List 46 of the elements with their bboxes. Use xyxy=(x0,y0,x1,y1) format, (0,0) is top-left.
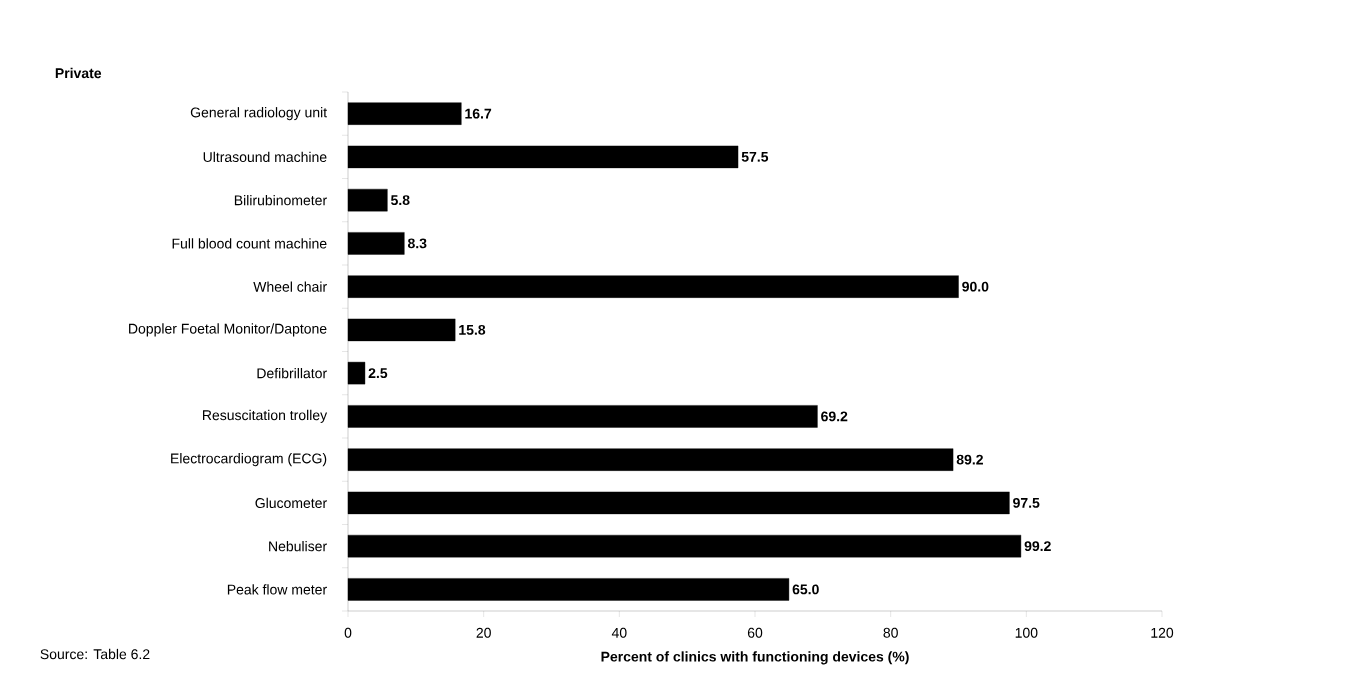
y-tick-label: General radiology unit xyxy=(190,107,327,121)
source-note: Source: Table 6.2 xyxy=(40,648,150,660)
y-tick-label: Full blood count machine xyxy=(172,238,327,249)
bar xyxy=(347,275,959,298)
bar xyxy=(347,318,456,342)
x-tick-label: 80 xyxy=(883,627,898,638)
data-label: 15.8 xyxy=(459,324,486,335)
bar xyxy=(347,361,366,385)
x-tick-label: 100 xyxy=(1015,627,1038,638)
bar xyxy=(347,188,388,212)
y-tick-label: Defibrillator xyxy=(257,367,327,379)
x-tick-label: 0 xyxy=(344,627,352,638)
data-label: 97.5 xyxy=(1013,497,1040,508)
data-label: 69.2 xyxy=(821,411,848,422)
data-label: 8.3 xyxy=(407,238,427,249)
y-tick-label: Ultrasound machine xyxy=(203,151,327,163)
y-tick-label: Wheel chair xyxy=(253,281,327,292)
y-tick-label: Bilirubinometer xyxy=(234,194,327,206)
y-tick-label: Nebuliser xyxy=(269,540,327,552)
x-tick-label: 120 xyxy=(1151,627,1174,638)
data-label: 16.7 xyxy=(465,108,492,119)
data-label: 90.0 xyxy=(962,281,989,292)
bar xyxy=(347,578,790,601)
y-tick-label: Resuscitation trolley xyxy=(203,409,328,423)
data-label: 65.0 xyxy=(792,584,819,595)
data-label: 5.8 xyxy=(390,195,410,206)
bar xyxy=(347,405,818,428)
bar xyxy=(347,491,1010,515)
y-tick-label: Electrocardiogram (ECG) xyxy=(171,453,327,467)
y-tick-label: Peak flow meter xyxy=(227,584,327,595)
x-tick-label: 40 xyxy=(611,627,627,638)
bar xyxy=(347,232,405,255)
x-tick-label: 60 xyxy=(747,627,763,638)
data-label: 2.5 xyxy=(368,368,388,379)
y-tick-label: Glucometer xyxy=(255,497,327,509)
bar xyxy=(347,102,462,125)
data-label: 89.2 xyxy=(956,454,983,465)
data-label: 99.2 xyxy=(1024,541,1051,552)
data-label: 57.5 xyxy=(741,152,769,162)
x-tick-label: 20 xyxy=(476,627,491,638)
bar xyxy=(347,534,1022,558)
bar xyxy=(347,145,739,169)
bar xyxy=(347,448,954,471)
x-axis-title: Percent of clinics with functioning devices (%) xyxy=(601,651,909,665)
text: Private xyxy=(55,67,102,79)
y-tick-label: Doppler Foetal Monitor/Daptone xyxy=(129,323,327,337)
